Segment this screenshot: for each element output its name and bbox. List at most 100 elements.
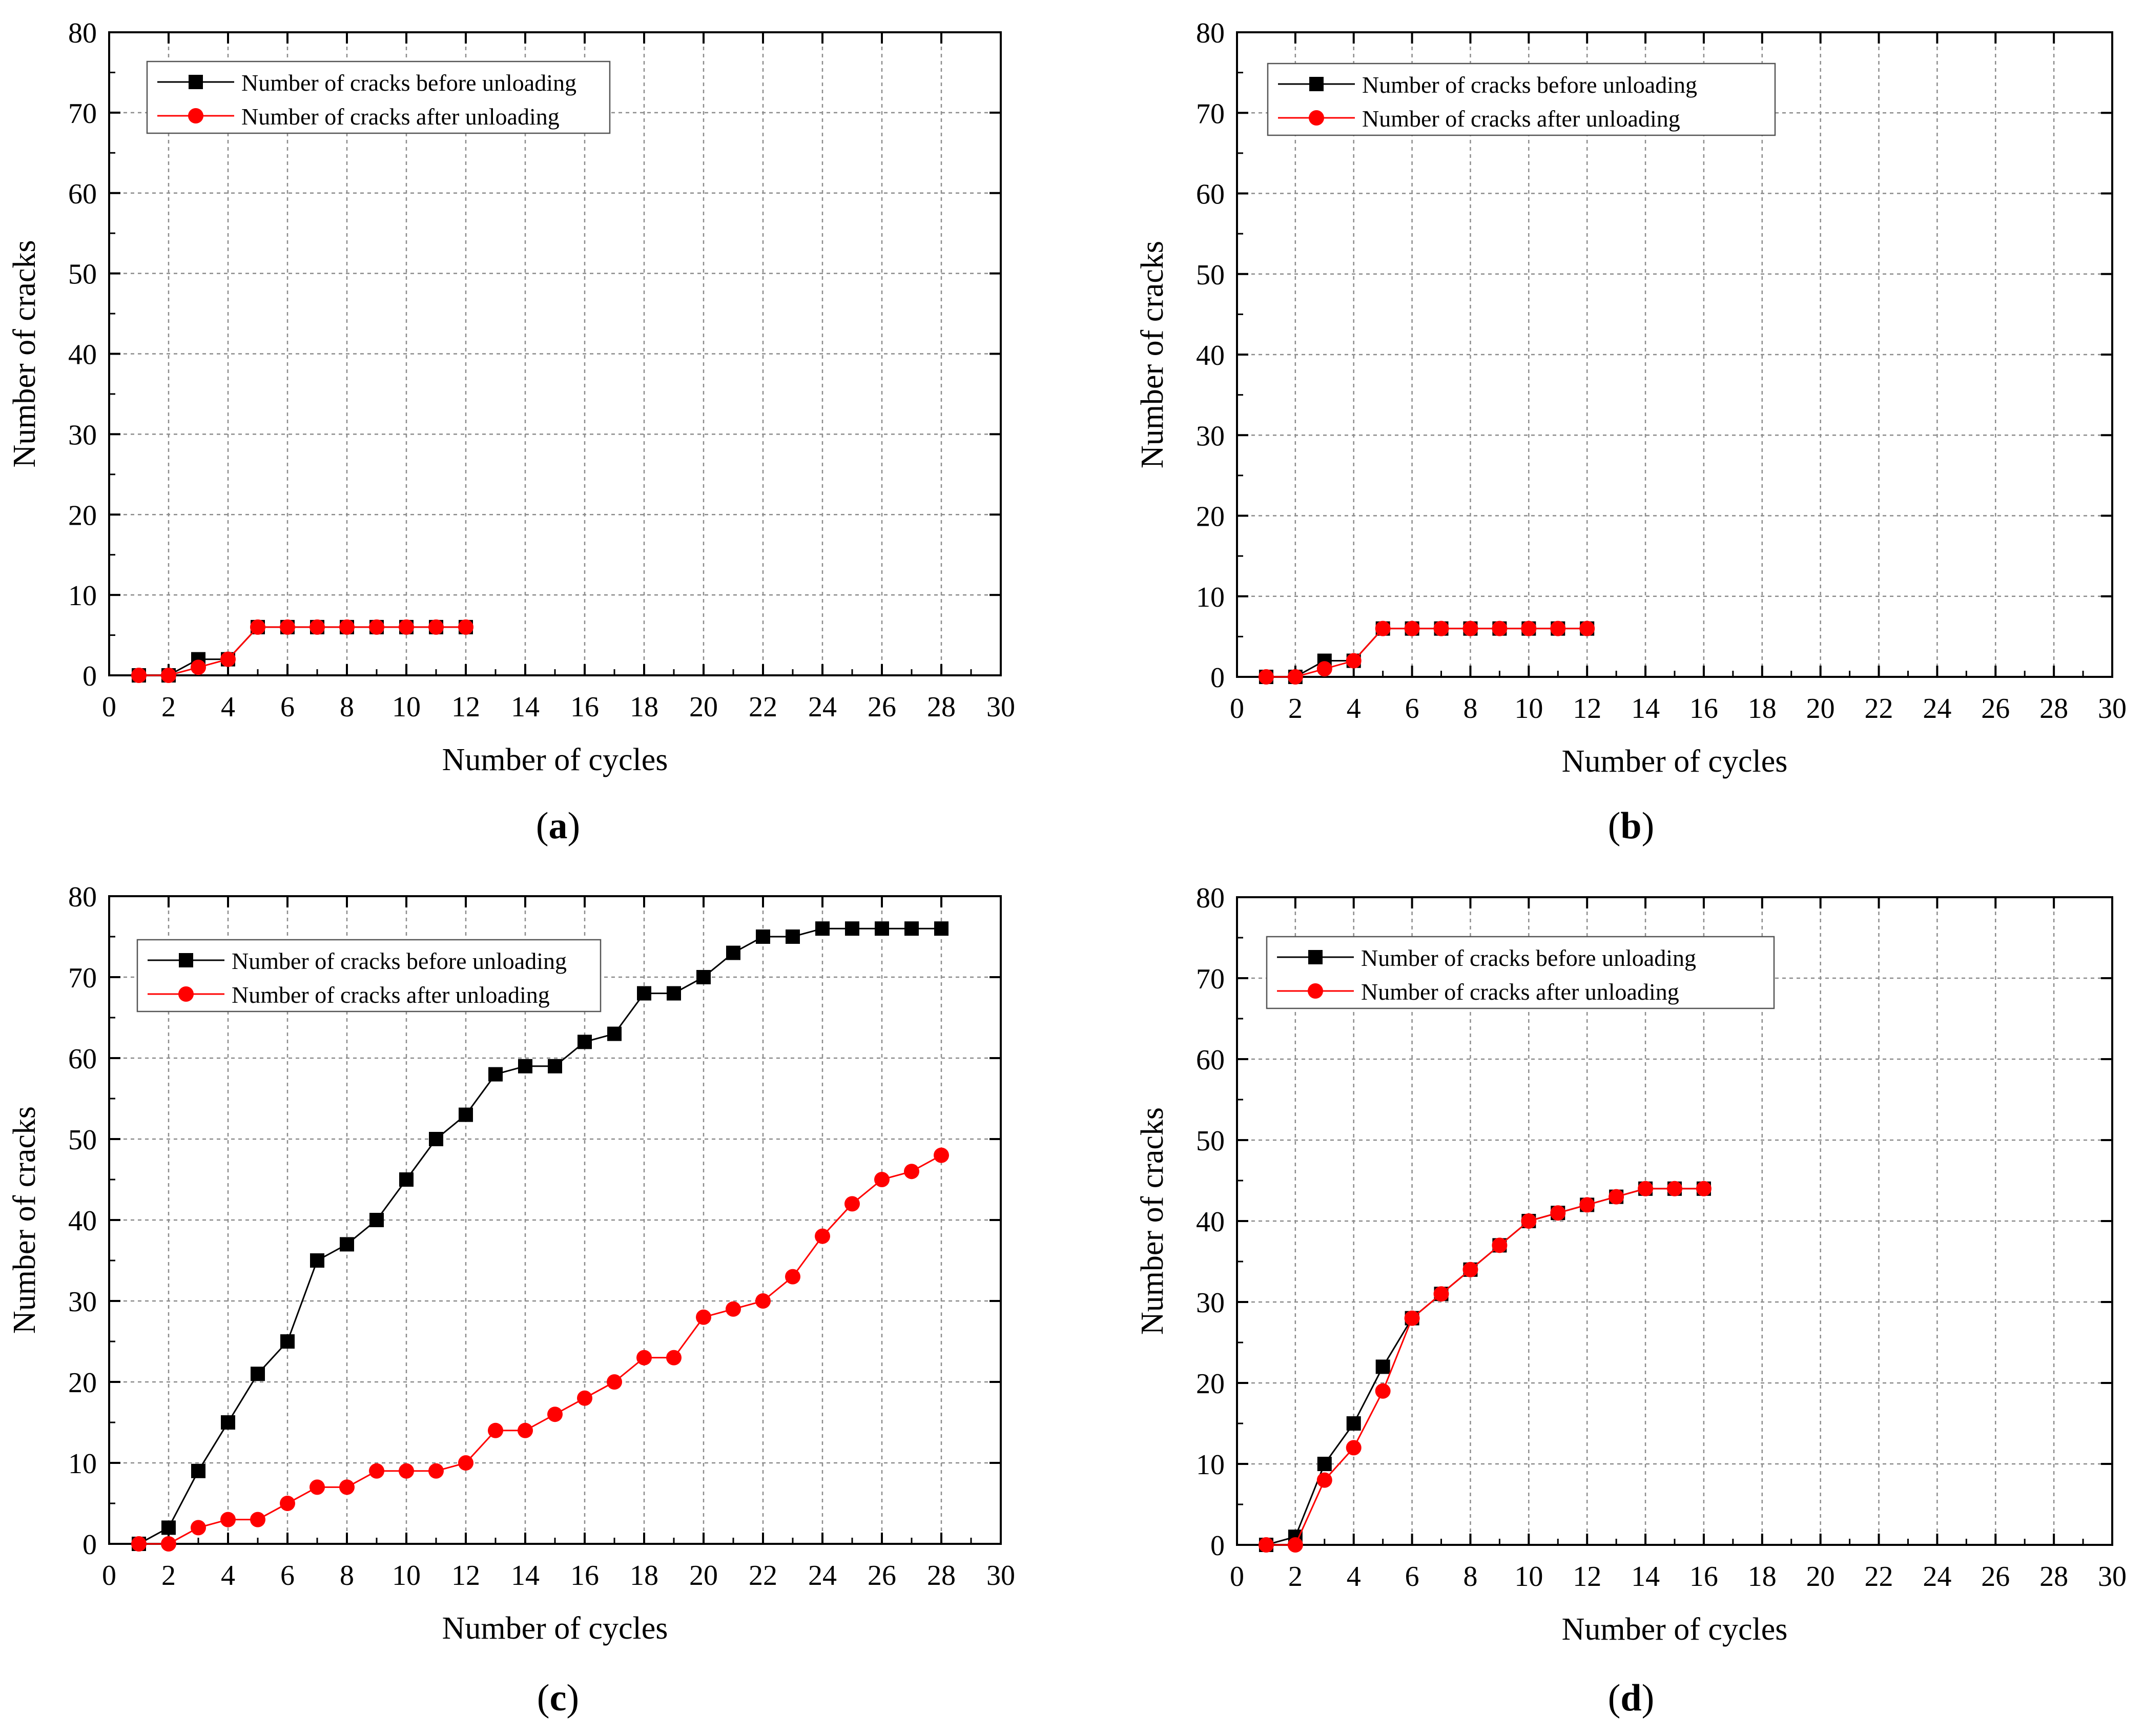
- y-tick-label: 30: [68, 1286, 97, 1318]
- x-tick-label: 30: [986, 1560, 1015, 1592]
- y-axis-label: Number of cracks: [1135, 1107, 1170, 1335]
- y-tick-label: 70: [68, 98, 97, 130]
- y-tick-label: 80: [68, 881, 97, 913]
- data-point-circle: [844, 1196, 860, 1212]
- y-tick-label: 10: [68, 1448, 97, 1480]
- x-tick-label: 12: [451, 1560, 480, 1592]
- series-line: [139, 626, 466, 676]
- x-tick-label: 18: [630, 1560, 658, 1592]
- series-line: [1266, 628, 1588, 678]
- data-point-circle: [1287, 1537, 1303, 1553]
- data-point-circle: [428, 619, 444, 635]
- data-point-circle: [369, 1463, 384, 1479]
- data-point-square: [845, 921, 859, 936]
- series-line: [1266, 628, 1588, 678]
- data-point-circle: [1258, 669, 1274, 685]
- x-tick-label: 16: [1689, 693, 1718, 725]
- data-point-square: [578, 1035, 592, 1049]
- x-tick-label: 20: [689, 691, 718, 723]
- data-point-circle: [1579, 621, 1595, 636]
- x-axis-label: Number of cycles: [1562, 744, 1788, 779]
- data-point-circle: [488, 1422, 503, 1438]
- x-tick-label: 6: [1405, 693, 1419, 725]
- data-point-circle: [369, 619, 384, 635]
- data-point-circle: [280, 619, 295, 635]
- legend: Number of cracks before unloading Number …: [136, 939, 602, 1012]
- legend-marker-circle: [1308, 983, 1323, 999]
- x-tick-label: 28: [2039, 693, 2068, 725]
- series-after-unloading: [1258, 621, 1595, 685]
- x-tick-label: 8: [340, 1560, 354, 1592]
- data-point-circle: [904, 1164, 919, 1180]
- x-axis-label: Number of cycles: [442, 1611, 668, 1646]
- data-point-circle: [726, 1301, 741, 1317]
- series-before-unloading: [132, 921, 949, 1551]
- axis-ticks: [108, 31, 1002, 676]
- series-before-unloading: [1259, 1181, 1711, 1552]
- y-tick-label: 20: [68, 500, 97, 531]
- legend-box: [136, 939, 602, 1012]
- data-point-circle: [1375, 1383, 1391, 1399]
- series-line: [139, 626, 466, 676]
- legend-marker-square: [1308, 950, 1323, 964]
- data-point-circle: [577, 1390, 592, 1406]
- x-tick-label: 22: [1865, 1561, 1893, 1593]
- axis-ticks: [1236, 31, 2113, 678]
- x-tick-label: 28: [927, 691, 956, 723]
- data-point-circle: [547, 1407, 563, 1422]
- data-point-circle: [874, 1172, 890, 1187]
- data-point-circle: [755, 1293, 771, 1309]
- x-tick-label: 26: [1981, 1561, 2010, 1593]
- legend-label: Number of cracks after unloading: [232, 982, 550, 1008]
- x-tick-label: 22: [749, 691, 777, 723]
- data-point-circle: [1492, 621, 1508, 636]
- data-point-circle: [1404, 621, 1420, 636]
- x-tick-label: 30: [986, 691, 1015, 723]
- data-point-circle: [161, 1536, 176, 1552]
- y-tick-label: 80: [1196, 882, 1225, 914]
- axis-ticks: [108, 895, 1002, 1545]
- x-tick-label: 6: [1405, 1561, 1419, 1593]
- series-after-unloading: [1258, 1181, 1712, 1553]
- data-point-circle: [785, 1269, 800, 1285]
- data-point-circle: [428, 1463, 444, 1479]
- y-tick-label: 30: [1196, 1287, 1225, 1319]
- x-tick-label: 28: [927, 1560, 956, 1592]
- data-point-circle: [458, 619, 473, 635]
- data-point-circle: [1638, 1181, 1654, 1196]
- x-tick-label: 18: [1748, 1561, 1777, 1593]
- data-point-square: [1317, 1457, 1332, 1471]
- chart-panel-a: 0 2 4 6 8 10 12 14 16 18 20 22 24 26 28 30 0 10 20 30 40 50 60…: [0, 0, 1072, 868]
- data-point-square: [756, 929, 770, 944]
- x-tick-label: 10: [1514, 1561, 1543, 1593]
- x-tick-label: 18: [1748, 693, 1777, 725]
- panel-label-b-letter: b: [1620, 805, 1642, 847]
- data-point-square: [607, 1026, 622, 1041]
- y-tick-label: 20: [68, 1367, 97, 1399]
- legend-marker-circle: [178, 986, 194, 1002]
- data-point-circle: [280, 1496, 295, 1511]
- data-point-square: [518, 1059, 532, 1073]
- chart-a-svg: 0 2 4 6 8 10 12 14 16 18 20 22 24 26 28 300102030405060…: [7, 17, 1015, 777]
- data-point-circle: [696, 1309, 711, 1325]
- data-point-circle: [399, 619, 414, 635]
- x-tick-label: 12: [1573, 1561, 1601, 1593]
- y-tick-label: 40: [68, 1205, 97, 1237]
- data-point-circle: [1521, 1213, 1537, 1229]
- x-tick-label: 10: [392, 1560, 421, 1592]
- data-point-circle: [1316, 1472, 1332, 1488]
- panel-label-b: (b): [1607, 805, 1655, 847]
- x-tick-label: 0: [1230, 693, 1244, 725]
- data-point-circle: [666, 1350, 682, 1366]
- data-point-circle: [1550, 1205, 1566, 1221]
- data-point-circle: [1462, 621, 1478, 636]
- legend-marker-square: [189, 75, 203, 89]
- data-point-circle: [1492, 1237, 1508, 1253]
- data-point-square: [875, 921, 889, 936]
- grid-lines: [109, 896, 1001, 1544]
- x-tick-label: 26: [868, 691, 896, 723]
- legend-label: Number of cracks before unloading: [232, 948, 567, 974]
- y-tick-label: 60: [68, 178, 97, 210]
- data-point-square: [904, 921, 919, 936]
- x-tick-label: 2: [161, 1560, 176, 1592]
